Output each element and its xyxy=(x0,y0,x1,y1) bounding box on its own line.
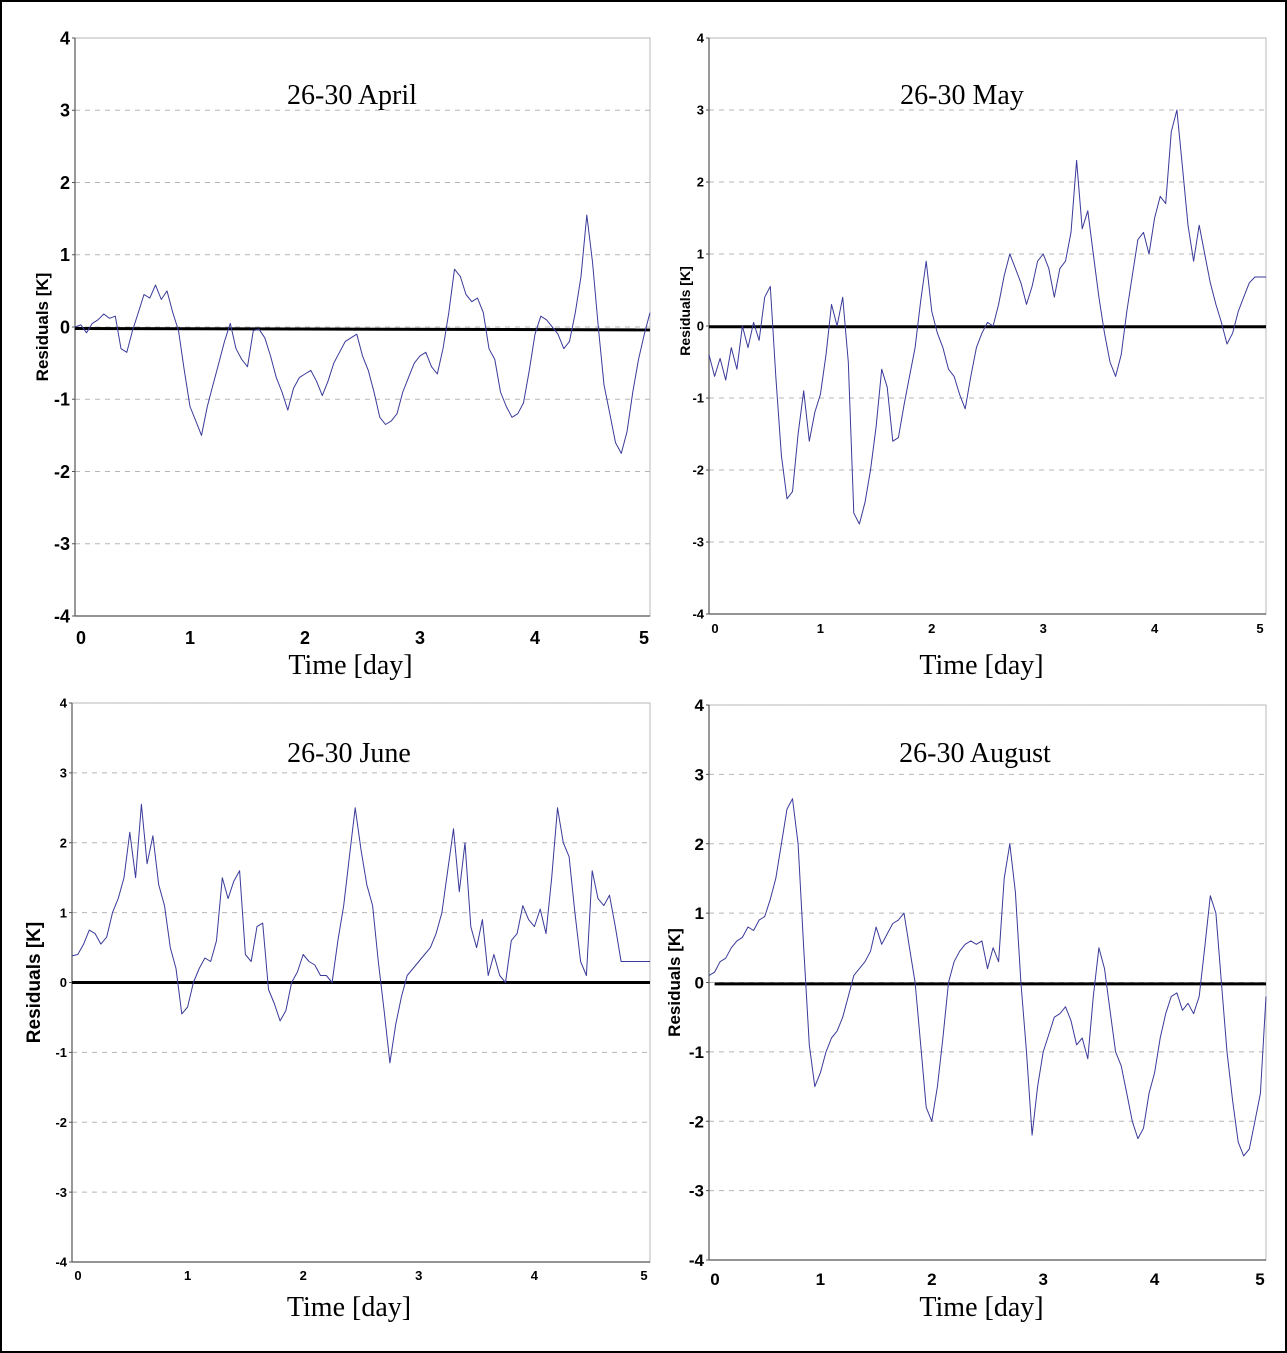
y-tick-label: 1 xyxy=(60,905,67,920)
zero-baseline xyxy=(74,326,651,332)
y-tick-label: 2 xyxy=(695,835,704,854)
y-tick-label: 3 xyxy=(60,101,70,121)
x-tick-label: 0 xyxy=(76,628,86,648)
y-tick-label: -3 xyxy=(54,534,70,554)
x-tick-label: 0 xyxy=(711,621,718,636)
y-tick-label: 2 xyxy=(697,175,704,190)
y-tick-label: -4 xyxy=(54,606,70,626)
x-tick-label: 4 xyxy=(1151,621,1159,636)
y-tick-label: 3 xyxy=(60,766,67,781)
x-tick-label: 5 xyxy=(639,628,649,648)
y-tick-label: 2 xyxy=(60,173,70,193)
y-tick-label: -4 xyxy=(689,1251,705,1270)
x-tick-label: 2 xyxy=(927,1270,936,1289)
y-tick-label: 3 xyxy=(697,103,704,118)
x-tick-label: 3 xyxy=(415,628,425,648)
y-tick-label: -2 xyxy=(692,463,704,478)
chart-title: 26-30 April xyxy=(287,80,417,111)
chart-title: 26-30 June xyxy=(287,738,411,769)
x-axis-label: Time [day] xyxy=(919,650,1043,681)
y-tick-label: 2 xyxy=(60,835,67,850)
chart-panel-4: 4 3 2 1 0 -1 -2 -3 -4 0 1 2 3 4 5 26-30 August Time [day… xyxy=(665,696,1267,1323)
x-tick-label: 4 xyxy=(1150,1270,1160,1289)
y-tick-label: -3 xyxy=(692,535,704,550)
x-tick-label: 1 xyxy=(816,1270,825,1289)
y-tick-label: 1 xyxy=(695,904,704,923)
y-tick-label: 0 xyxy=(697,319,704,334)
chart-title: 26-30 August xyxy=(899,738,1051,769)
y-tick-label: 4 xyxy=(60,696,68,711)
x-axis-label: Time [day] xyxy=(287,1292,411,1323)
y-tick-label: -3 xyxy=(55,1185,67,1200)
y-tick-label: -1 xyxy=(55,1045,67,1060)
y-tick-label: -2 xyxy=(55,1115,67,1130)
x-axis-label: Time [day] xyxy=(288,650,412,681)
chart-panel-3: 4 3 2 1 0 -1 -2 -3 -4 0 1 2 3 4 5 26-30 June Time [day] R… xyxy=(24,696,651,1323)
residuals-line-series xyxy=(708,798,1267,1157)
y-tick-label: 3 xyxy=(695,765,704,784)
x-tick-label: 2 xyxy=(300,628,310,648)
x-tick-label: 3 xyxy=(415,1268,422,1283)
x-tick-label: 2 xyxy=(928,621,935,636)
x-axis-label: Time [day] xyxy=(919,1292,1043,1323)
y-tick-label: -2 xyxy=(689,1112,704,1131)
y-tick-label: 0 xyxy=(60,975,67,990)
y-tick-label: -1 xyxy=(689,1043,704,1062)
y-axis-label: Residuals [K] xyxy=(24,922,45,1043)
x-tick-label: 5 xyxy=(1256,621,1263,636)
y-tick-label: 4 xyxy=(697,31,705,46)
y-tick-label: -3 xyxy=(689,1182,704,1201)
plot-area xyxy=(74,37,651,617)
residuals-line-series xyxy=(74,214,651,454)
y-tick-label: -4 xyxy=(692,607,704,622)
x-tick-label: 0 xyxy=(74,1268,81,1283)
y-axis-label: Residuals [K] xyxy=(665,928,684,1037)
x-tick-label: 5 xyxy=(640,1268,647,1283)
x-tick-label: 0 xyxy=(710,1270,719,1289)
x-tick-label: 4 xyxy=(531,1268,539,1283)
x-tick-label: 1 xyxy=(817,621,824,636)
residuals-line-series xyxy=(708,109,1266,525)
x-tick-label: 3 xyxy=(1038,1270,1047,1289)
y-tick-label: -1 xyxy=(692,391,704,406)
y-tick-label: 1 xyxy=(60,245,70,265)
y-tick-label: -1 xyxy=(54,390,70,410)
y-axis-label: Residuals [K] xyxy=(677,266,693,355)
x-tick-label: 3 xyxy=(1040,621,1047,636)
chart-panel-1: 4 3 2 1 0 -1 -2 -3 -4 0 1 2 3 4 5 26-30 April Time [day]… xyxy=(33,28,651,681)
x-tick-label: 1 xyxy=(184,1268,191,1283)
y-tick-label: 0 xyxy=(695,974,704,993)
y-tick-label: 4 xyxy=(60,28,70,48)
y-tick-label: -2 xyxy=(54,462,70,482)
chart-panel-2: 4 3 2 1 0 -1 -2 -3 -4 0 1 2 3 4 5 26-30 May Time [day] Re… xyxy=(677,31,1267,681)
y-tick-label: 4 xyxy=(695,696,705,715)
y-tick-label: 1 xyxy=(697,247,704,262)
residuals-line-series xyxy=(71,803,650,1064)
x-tick-label: 4 xyxy=(530,628,540,648)
x-tick-label: 5 xyxy=(1255,1270,1264,1289)
y-tick-label: 0 xyxy=(60,317,70,337)
x-tick-label: 2 xyxy=(300,1268,307,1283)
x-tick-label: 1 xyxy=(185,628,195,648)
y-axis-label: Residuals [K] xyxy=(33,273,52,382)
chart-title: 26-30 May xyxy=(900,80,1024,111)
y-tick-label: -4 xyxy=(55,1255,67,1270)
